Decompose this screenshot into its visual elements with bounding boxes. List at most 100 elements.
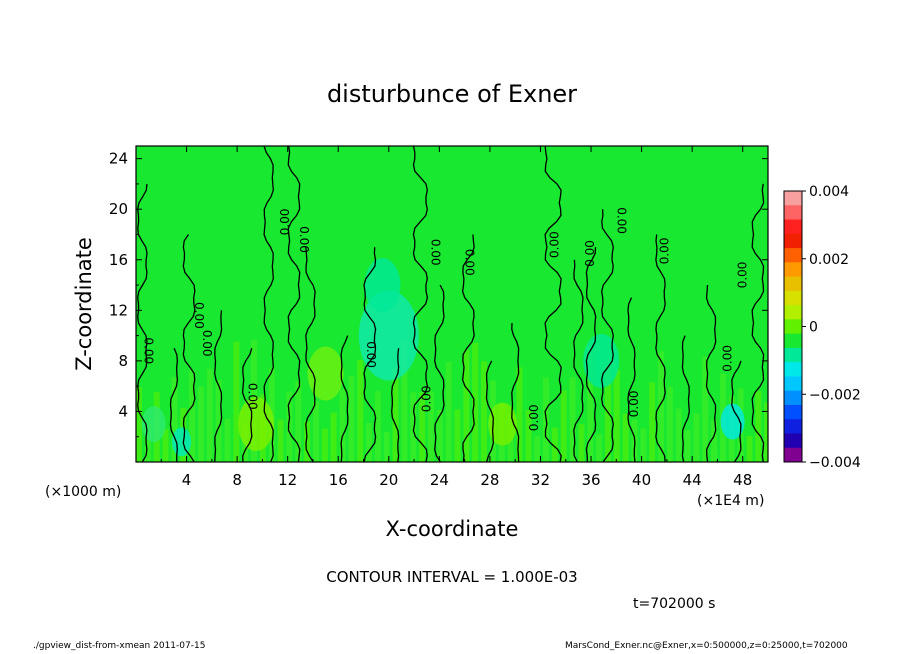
colorbar-swatch [784, 404, 802, 420]
x-tick-label: 36 [581, 471, 600, 489]
x-tick-label: 12 [278, 471, 297, 489]
shading-blob [364, 258, 401, 313]
colorbar-swatch [784, 262, 802, 278]
shading-patch [304, 421, 311, 462]
colorbar-swatch [784, 319, 802, 335]
colorbar-swatch [784, 433, 802, 449]
contour-line [137, 183, 148, 462]
y-tick-label: 20 [109, 200, 128, 218]
colorbar-tick-label: 0 [809, 320, 818, 336]
shading-patch [551, 427, 558, 462]
contour-label: 0.00 [657, 238, 671, 265]
shading-patch [295, 381, 302, 462]
shading-blob [720, 403, 745, 440]
contour-interval-label: CONTOUR INTERVAL = 1.000E-03 [326, 568, 577, 586]
time-label: t=702000 s [633, 596, 715, 612]
colorbar-swatch [784, 447, 802, 463]
shading-patch [197, 386, 204, 462]
contour-label: 0.00 [463, 249, 477, 276]
shading-patch [755, 391, 762, 462]
contour-label: 0.00 [245, 383, 259, 410]
contour-line [214, 310, 223, 462]
footer-right: MarsCond_Exner.nc@Exner,x=0:500000,z=0:2… [565, 641, 848, 651]
shading-patch [330, 412, 337, 462]
contour-line [705, 284, 717, 462]
contour-line [485, 360, 494, 462]
x-axis-label: X-coordinate [386, 517, 519, 541]
colorbar-tick-label: 0.002 [809, 252, 849, 268]
contour-line [511, 322, 520, 462]
x-tick-label: 16 [329, 471, 348, 489]
shading-patch [436, 410, 443, 462]
shading-patch [604, 365, 611, 462]
shading-patch [613, 369, 620, 462]
footer-left: ./gpview_dist-from-xmean 2011-07-15 [33, 641, 206, 651]
plot-frame [135, 145, 769, 463]
contour-line [585, 247, 597, 462]
contour-line [681, 335, 690, 462]
contour-label: 0.00 [429, 239, 443, 266]
colorbar-swatch [784, 305, 802, 320]
contour-label: 0.00 [297, 226, 311, 253]
colorbar-swatch [784, 390, 802, 406]
shading-patch [658, 351, 665, 462]
shading-patch [171, 377, 178, 462]
x-tick-label: 24 [430, 471, 449, 489]
colorbar-swatch [784, 276, 802, 292]
contour-label: 0.00 [583, 240, 597, 267]
shading-patch [215, 380, 222, 462]
shading-blob [307, 346, 344, 401]
y-tick-label: 16 [109, 251, 128, 269]
contour-label: 0.00 [527, 404, 541, 431]
contour-line [305, 247, 316, 462]
contour-line [363, 247, 377, 462]
colorbar-tick-label: −0.004 [809, 455, 861, 471]
shading-patch [339, 389, 346, 462]
colorbar-swatch [784, 191, 802, 206]
contour-line [287, 146, 301, 462]
shading-patch [764, 402, 768, 462]
shading-patch [144, 425, 151, 462]
contour-lines [137, 146, 765, 462]
shading-patch [312, 401, 319, 462]
contour-line [241, 348, 253, 462]
shading-patch [463, 349, 470, 462]
contour-line [627, 297, 636, 462]
contour-line [655, 234, 666, 462]
colorbar-swatch [784, 290, 802, 306]
colorbar-swatch [784, 248, 802, 263]
shading-patch [454, 409, 461, 462]
contour-line [461, 234, 475, 462]
colorbar-tick-label: 0.004 [809, 184, 849, 200]
shading-patch [684, 430, 691, 462]
colorbar-swatch [784, 376, 802, 392]
colorbar-swatch [784, 419, 802, 434]
shading-patch [366, 422, 373, 462]
contour-label: 0.00 [614, 207, 628, 234]
contour-line [169, 347, 179, 462]
shading-blob [238, 397, 275, 452]
shading-patch [472, 342, 479, 462]
y-axis-label: Z-coordinate [72, 237, 96, 371]
shading-patch [348, 375, 355, 462]
y-tick-label: 12 [109, 301, 128, 319]
contour-label: 0.00 [627, 390, 641, 417]
shading-patch [578, 424, 585, 462]
colorbar-swatch [784, 362, 802, 377]
contour-line [182, 234, 196, 462]
x-tick-label: 40 [632, 471, 651, 489]
shading-patch [622, 413, 629, 462]
shading-patch [427, 391, 434, 462]
shading-patch [392, 367, 399, 462]
shading-patch [189, 370, 196, 462]
shading-patch [233, 341, 240, 462]
contour-line [544, 146, 562, 462]
x-tick-label: 44 [683, 471, 702, 489]
shading-patch [321, 428, 328, 462]
shading-patch [596, 434, 603, 462]
x-tick-label: 4 [182, 471, 192, 489]
colorbar-swatch [784, 219, 802, 235]
shading-patch [534, 436, 541, 462]
